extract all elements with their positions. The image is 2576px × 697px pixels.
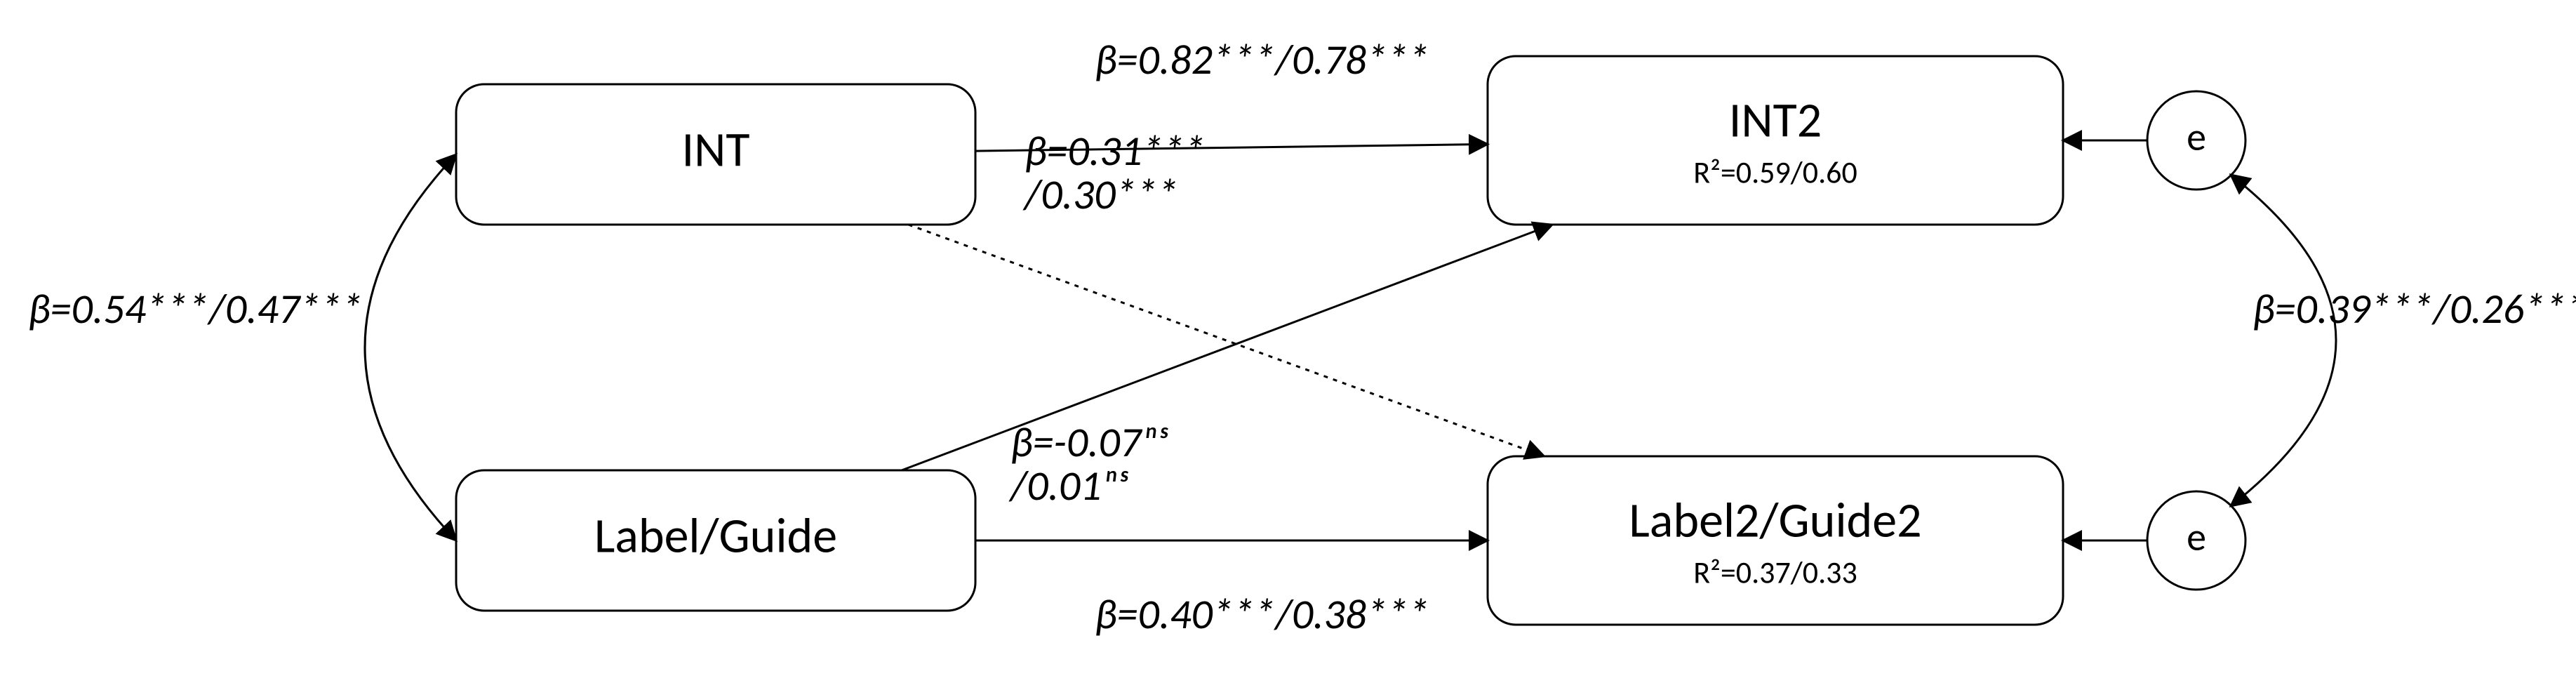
edge-cov-right-label: β=0.39***/0.26***: [2253, 284, 2576, 335]
edge-int-int2-label: β=0.82***/0.78***: [1095, 34, 1429, 86]
edge-cov-left: [365, 154, 456, 540]
edge-lg-int2-label2: /0.30***: [1022, 169, 1178, 220]
node-int2-sub: R²=0.59/0.60: [1693, 154, 1857, 192]
node-lg-label: Label/Guide: [594, 505, 837, 566]
node-lg2-sub: R²=0.37/0.33: [1693, 554, 1857, 592]
edge-int-lg2: [909, 225, 1544, 456]
edge-lg-int2: [902, 225, 1552, 470]
node-lg2-label: Label2/Guide2: [1629, 490, 1921, 550]
edge-lg-lg2-label: β=0.40***/0.38***: [1095, 589, 1429, 640]
node-e1-label: e: [2187, 113, 2206, 161]
node-int2-label: INT2: [1729, 90, 1822, 150]
node-int-label: INT: [682, 119, 750, 180]
edge-int-lg2-label2: /0.01ⁿˢ: [1008, 460, 1129, 512]
node-e2-label: e: [2187, 513, 2206, 561]
edge-cov-right: [2231, 175, 2336, 506]
edge-cov-left-label: β=0.54***/0.47***: [28, 284, 363, 335]
